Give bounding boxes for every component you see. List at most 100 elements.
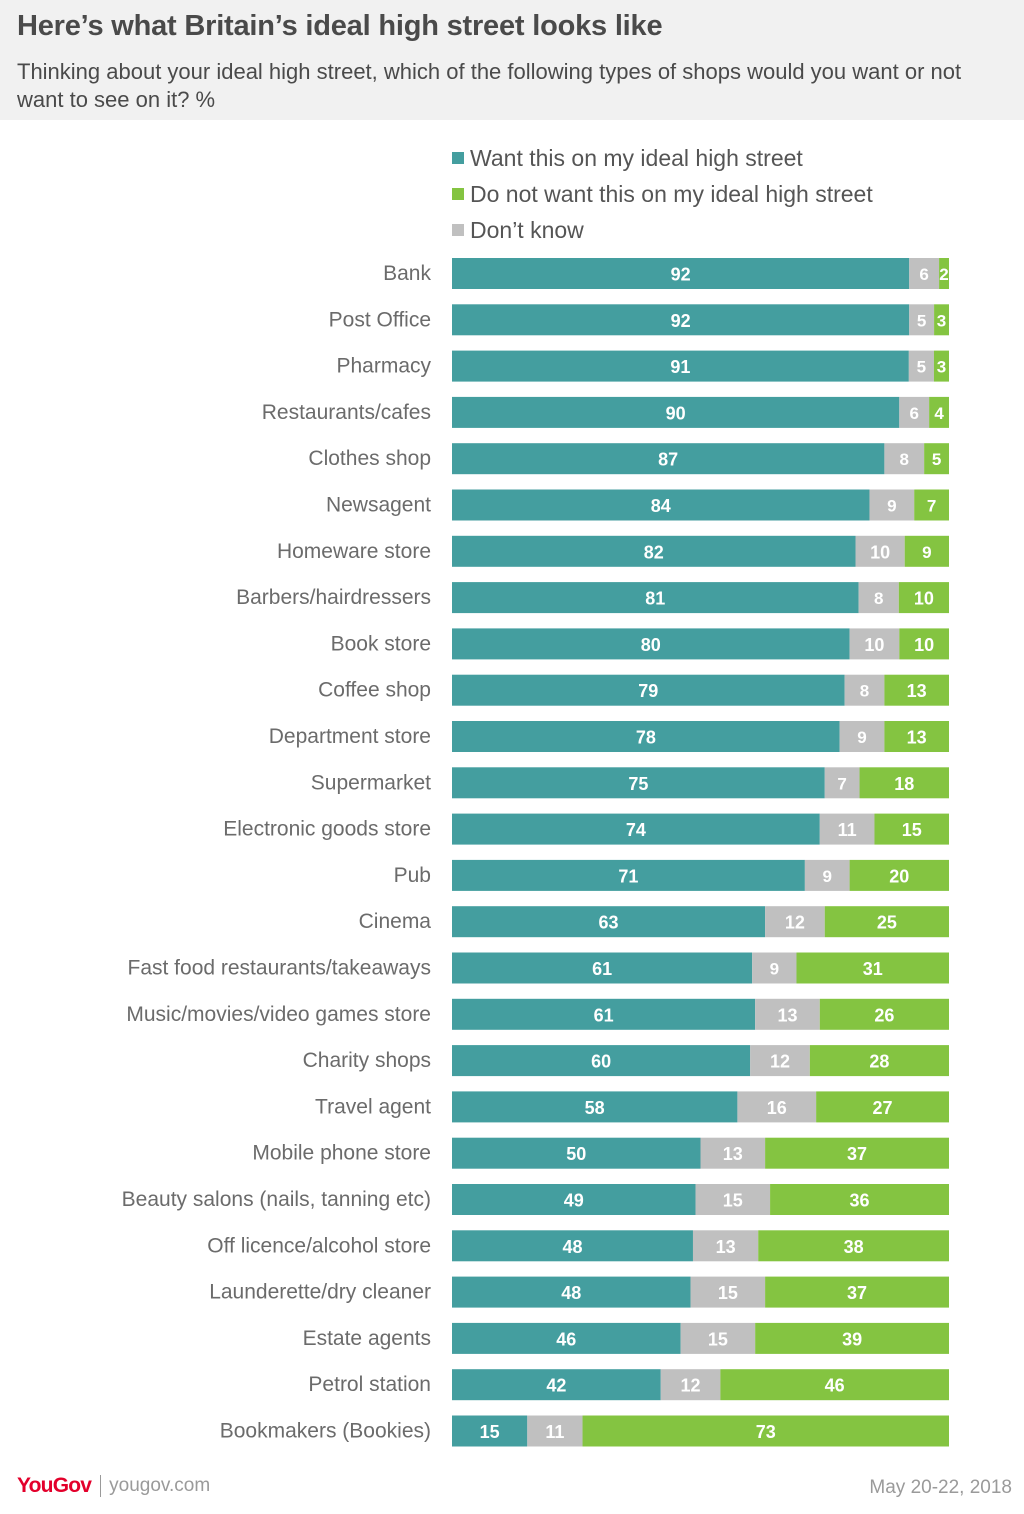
bar-segment-want (452, 489, 870, 521)
bar-segment-dont-know (908, 350, 934, 382)
header-band: Here’s what Britain’s ideal high street … (0, 0, 1024, 120)
category-label: Charity shops (303, 1049, 431, 1072)
data-label-want: 74 (626, 820, 646, 840)
bar-segment-do-not-want (874, 813, 949, 845)
bar-row-coffee-shop: Coffee shop 79 8 13 (318, 674, 949, 706)
bar-segment-dont-know (755, 998, 820, 1030)
bar-segment-want (452, 952, 753, 984)
bar-segment-want (452, 1369, 661, 1401)
bar-segment-dont-know (849, 628, 900, 660)
category-label: Newsagent (326, 494, 431, 517)
data-label-dont-know: 13 (723, 1144, 743, 1164)
data-label-want: 78 (636, 728, 656, 748)
data-label-do-not-want: 3 (937, 358, 946, 377)
bar-row-electronic-goods-store: Electronic goods store 74 11 15 (223, 813, 949, 845)
data-label-want: 92 (671, 265, 691, 285)
bar-segment-want (452, 813, 820, 845)
bar-row-off-licence-alcohol-store: Off licence/alcohol store 48 13 38 (207, 1230, 949, 1262)
bar-segment-dont-know (855, 535, 905, 567)
category-label: Pharmacy (336, 355, 431, 378)
data-label-want: 42 (546, 1376, 566, 1396)
bar-segment-want (452, 1230, 693, 1262)
data-label-do-not-want: 3 (937, 311, 946, 330)
bar-row-supermarket: Supermarket 75 7 18 (311, 767, 949, 799)
data-label-want: 61 (594, 1005, 614, 1025)
bar-row-estate-agents: Estate agents 46 15 39 (303, 1322, 949, 1354)
data-label-do-not-want: 10 (914, 635, 934, 655)
data-label-dont-know: 15 (718, 1283, 738, 1303)
data-label-do-not-want: 20 (889, 866, 909, 886)
bar-segment-want (452, 721, 840, 752)
bar-row-bookmakers-bookies: Bookmakers (Bookies) 15 11 73 (220, 1415, 949, 1447)
data-label-dont-know: 8 (874, 589, 883, 608)
site-link[interactable]: yougov.com (109, 1475, 211, 1496)
bar-segment-do-not-want (809, 1045, 949, 1077)
data-label-dont-know: 9 (887, 497, 896, 516)
bar-segment-dont-know (839, 721, 885, 752)
bar-row-restaurants-cafes: Restaurants/cafes 90 6 4 (262, 396, 949, 428)
bar-segment-do-not-want (755, 1322, 949, 1354)
bar-segment-do-not-want (819, 998, 949, 1030)
bar-segment-do-not-want (582, 1415, 949, 1447)
legend-label-dont-know: Don’t know (470, 216, 584, 243)
data-label-do-not-want: 25 (877, 913, 897, 933)
category-label: Beauty salons (nails, tanning etc) (122, 1188, 431, 1211)
legend-swatch-dont-know (452, 224, 464, 236)
bar-segment-want (452, 628, 850, 660)
bar-segment-dont-know (527, 1415, 583, 1447)
bar-segment-do-not-want (770, 1184, 949, 1215)
bar-segment-do-not-want (765, 1276, 949, 1308)
bar-row-pharmacy: Pharmacy 91 5 3 (336, 350, 949, 382)
bar-segment-want (452, 1137, 701, 1169)
data-label-do-not-want: 18 (894, 774, 914, 794)
data-label-dont-know: 6 (909, 404, 918, 423)
data-label-want: 49 (564, 1191, 584, 1211)
bar-segment-dont-know (824, 767, 860, 799)
bar-row-barbers-hairdressers: Barbers/hairdressers 81 8 10 (236, 582, 949, 614)
data-label-want: 58 (585, 1098, 605, 1118)
bar-segment-want (452, 304, 910, 336)
data-label-dont-know: 5 (917, 311, 926, 330)
legend: Want this on my ideal high street Do not… (452, 140, 873, 248)
data-label-do-not-want: 28 (869, 1052, 889, 1072)
data-label-want: 90 (666, 403, 686, 423)
bar-segment-dont-know (692, 1230, 759, 1262)
bar-segment-dont-know (884, 443, 925, 475)
legend-item-want: Want this on my ideal high street (452, 140, 873, 176)
data-label-do-not-want: 37 (847, 1283, 867, 1303)
category-label: Barbers/hairdressers (236, 586, 431, 609)
data-label-do-not-want: 13 (907, 681, 927, 701)
bar-segment-do-not-want (824, 906, 949, 938)
data-label-want: 15 (480, 1422, 500, 1442)
bar-segment-do-not-want (899, 628, 949, 660)
bar-segment-want (452, 535, 856, 567)
data-label-do-not-want: 31 (863, 959, 883, 979)
data-label-do-not-want: 46 (825, 1376, 845, 1396)
bar-row-department-store: Department store 78 9 13 (269, 721, 949, 752)
data-label-want: 48 (562, 1237, 582, 1257)
category-label: Petrol station (308, 1373, 431, 1396)
bar-segment-dont-know (909, 258, 940, 289)
data-label-do-not-want: 26 (874, 1005, 894, 1025)
footer-divider (100, 1475, 102, 1497)
bar-segment-dont-know (690, 1276, 766, 1308)
bar-row-launderette-dry-cleaner: Launderette/dry cleaner 48 15 37 (209, 1276, 949, 1308)
bar-row-fast-food-restaurants-takeaways: Fast food restaurants/takeaways 61 9 31 (128, 952, 949, 984)
bar-segment-dont-know (765, 906, 825, 938)
category-label: Mobile phone store (252, 1142, 431, 1165)
category-label: Off licence/alcohol store (207, 1234, 431, 1257)
bar-segment-dont-know (858, 582, 899, 614)
data-label-want: 92 (671, 311, 691, 331)
bar-segment-want (452, 674, 845, 706)
data-label-do-not-want: 9 (922, 543, 931, 562)
bar-segment-do-not-want (796, 952, 949, 984)
legend-item-dont-know: Don’t know (452, 212, 873, 248)
bar-segment-dont-know (695, 1184, 771, 1215)
bar-row-clothes-shop: Clothes shop 87 8 5 (308, 443, 949, 475)
category-label: Music/movies/video games store (126, 1003, 431, 1026)
data-label-dont-know: 5 (917, 358, 926, 377)
bar-segment-dont-know (737, 1091, 817, 1123)
bar-row-bank: Bank 92 6 2 (383, 258, 949, 289)
data-label-dont-know: 7 (837, 774, 846, 793)
